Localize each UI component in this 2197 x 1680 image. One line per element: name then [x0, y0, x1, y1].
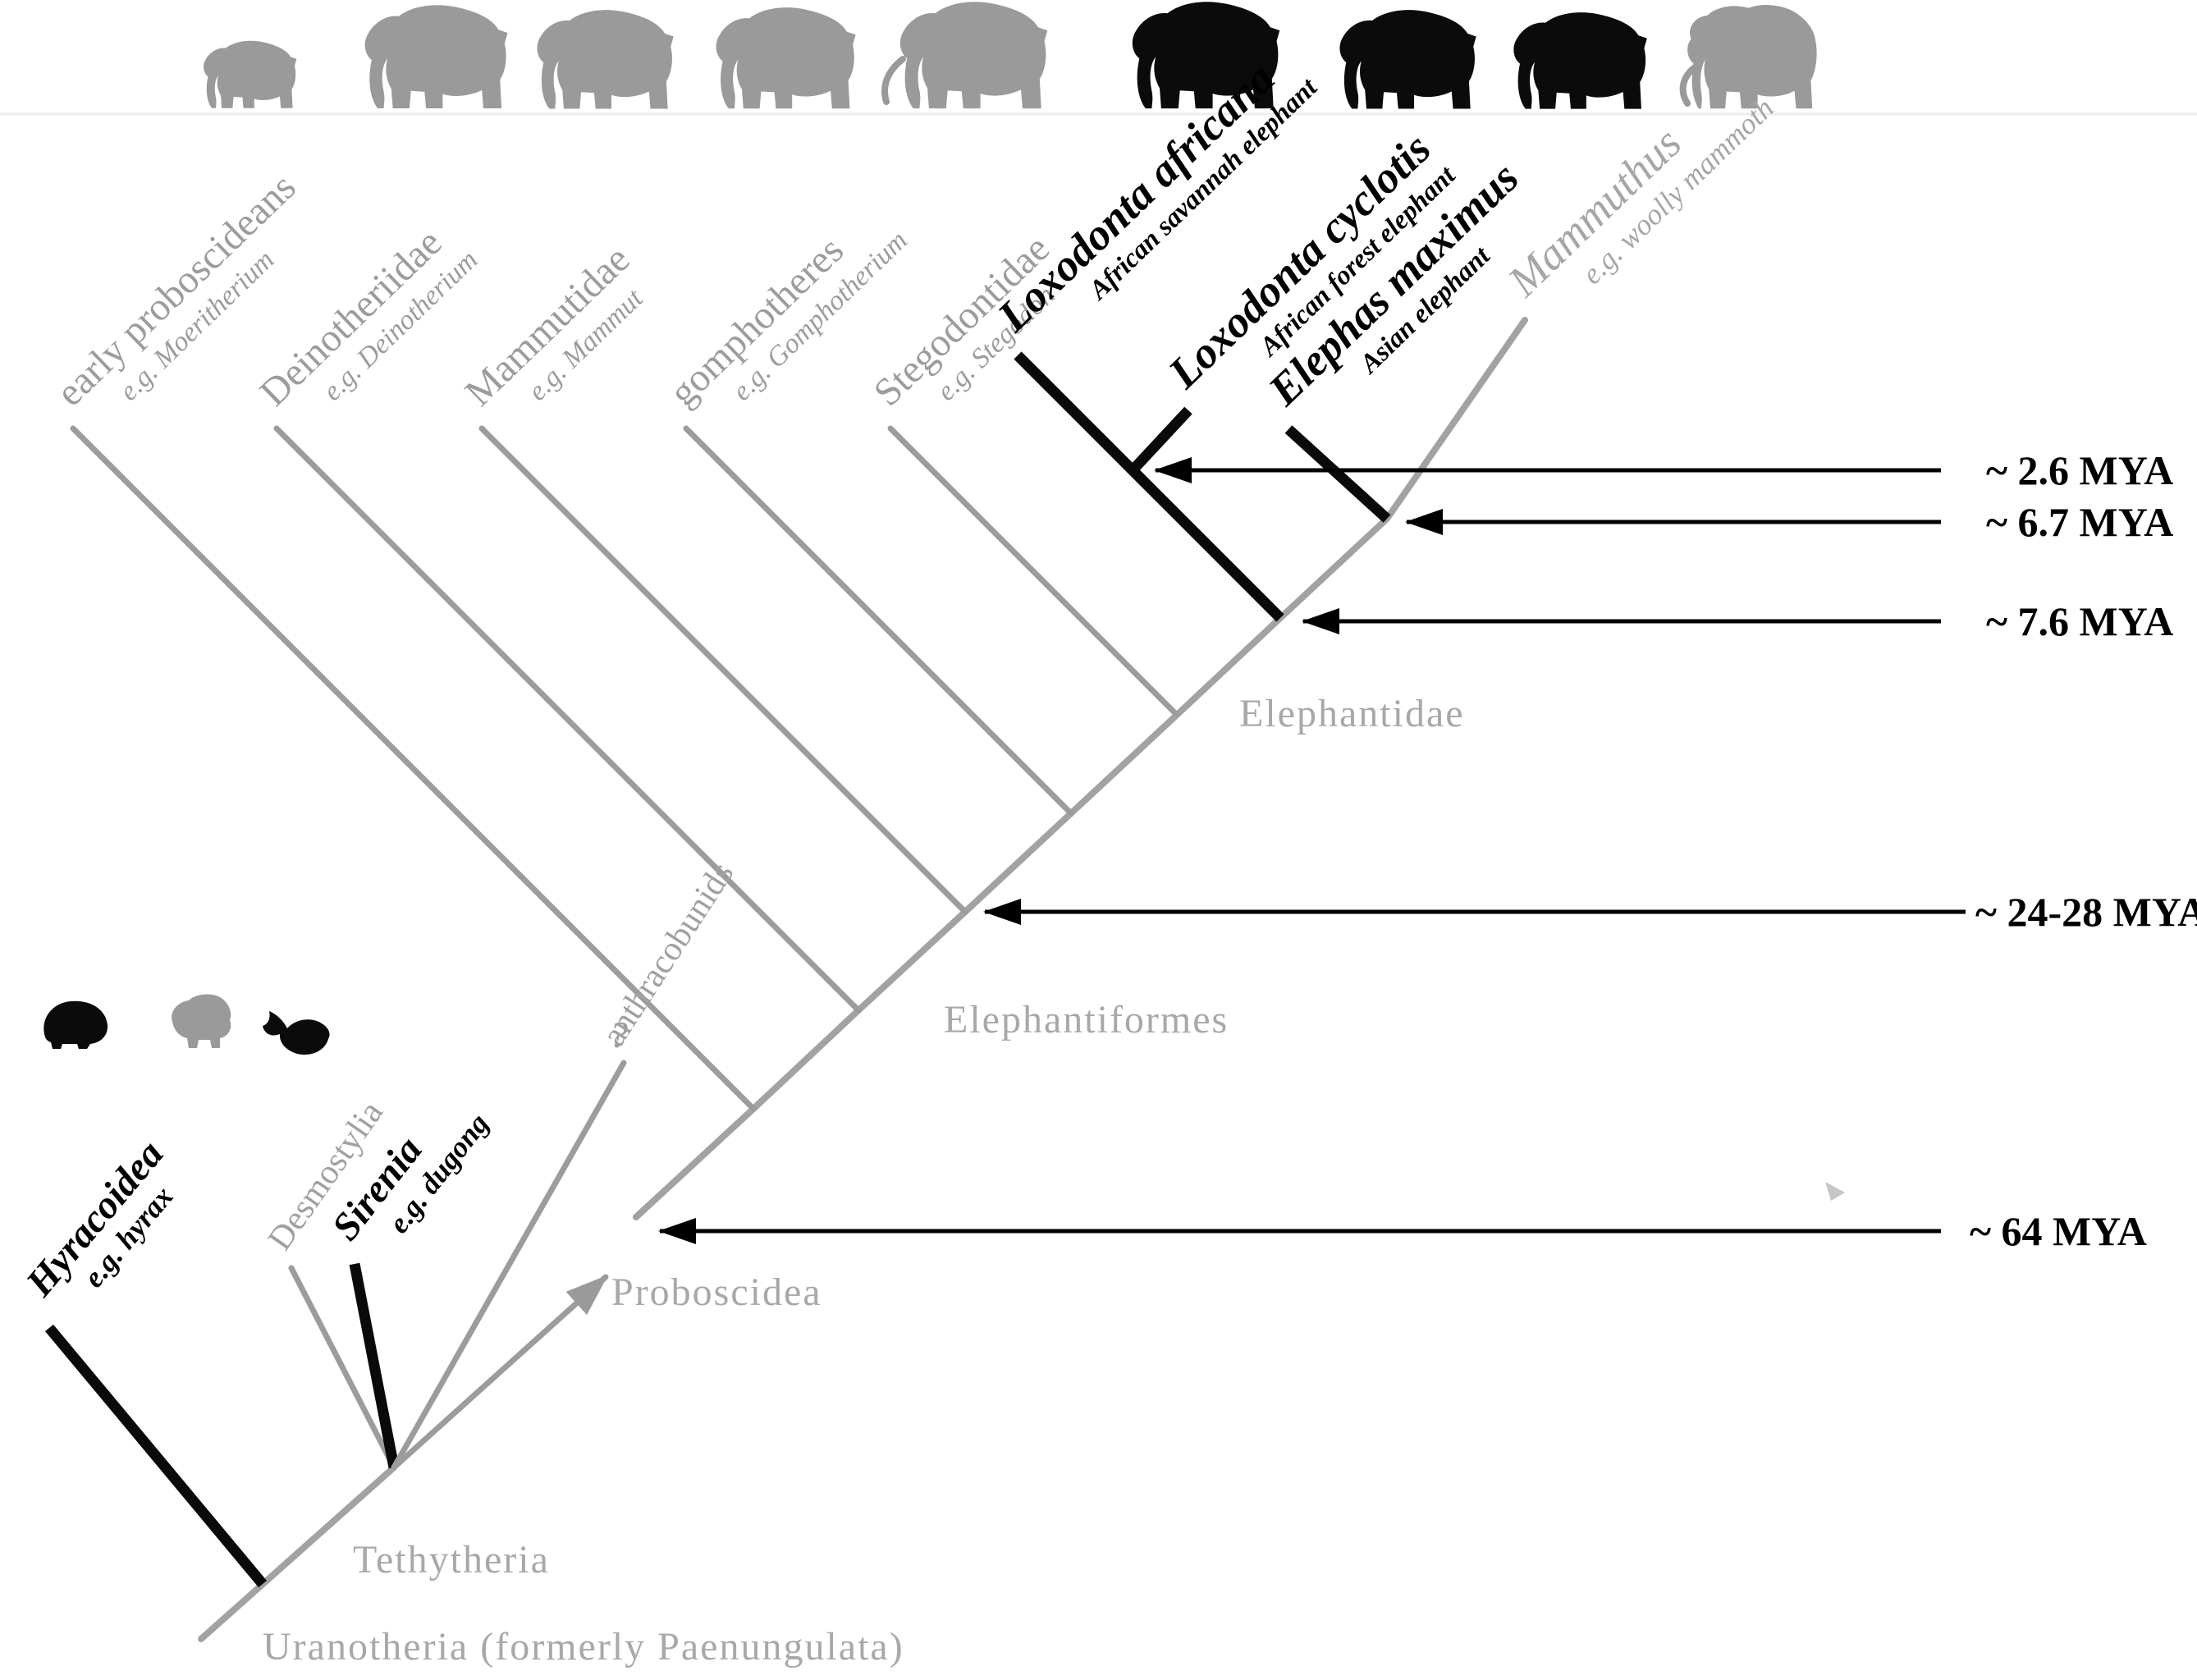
- stray-mark: [1825, 1182, 1845, 1201]
- root-branch: [198, 1464, 397, 1642]
- loxodonta-cyclotis-branch: [1128, 406, 1192, 474]
- early-proboscideans-branch: [70, 425, 757, 1112]
- label-7.6-mya: ~ 7.6 MYA: [1986, 598, 2173, 644]
- label-elephantiformes: Elephantiformes: [944, 998, 1229, 1041]
- tree-lines: [45, 317, 1528, 1642]
- outgroup-block: ? Hyracoidea e.g. hyrax Desmostylia Sire…: [17, 856, 741, 1306]
- label-hyracoidea: Hyracoidea e.g. hyrax: [17, 1133, 180, 1305]
- desmostylian-icon: [172, 994, 231, 1048]
- elephas-branch: [1284, 425, 1391, 523]
- tethytheria-to-proboscidea-arrow: [391, 1274, 609, 1471]
- moeritherium-icon: [204, 40, 297, 108]
- loxodonta-stem-branch: [1014, 351, 1284, 622]
- tip-label-deinotheriidae: Deinotheriidae e.g. Deinotherium: [252, 221, 484, 414]
- label-elephantidae: Elephantidae: [1239, 692, 1465, 735]
- mammutidae-branch: [478, 425, 968, 915]
- gomphotherium-icon: [716, 7, 856, 109]
- anthracobunids-branch: [391, 1060, 627, 1471]
- stegodon-icon: [881, 2, 1048, 109]
- backbone: [633, 317, 1528, 1220]
- label-proboscidea: Proboscidea: [611, 1270, 822, 1314]
- stegodontidae-branch: [887, 425, 1180, 718]
- divergence-arrows: ~ 2.6 MYA ~ 6.7 MYA ~ 7.6 MYA ~ 24-28 MY…: [658, 447, 2197, 1254]
- label-6.7-mya: ~ 6.7 MYA: [1986, 499, 2173, 545]
- hyrax-icon: [43, 1000, 108, 1049]
- clade-labels: Elephantidae Elephantiformes Proboscidea…: [263, 692, 1465, 1669]
- dugong-icon: [263, 1011, 330, 1055]
- silhouette-row: [204, 2, 1817, 109]
- mammut-icon: [537, 10, 674, 109]
- gomphotheres-branch: [683, 425, 1074, 817]
- tip-label-mammutidae: Mammutidae e.g. Mammut: [457, 237, 650, 414]
- label-2.6-mya: ~ 2.6 MYA: [1986, 447, 2173, 493]
- hyracoidea-branch: [45, 1324, 267, 1588]
- label-tethytheria: Tethytheria: [353, 1538, 550, 1582]
- asian-elephant-icon: [1513, 12, 1647, 109]
- sirenia-branch: [349, 1262, 400, 1469]
- desmostylia-branch: [288, 1265, 397, 1471]
- woolly-mammoth-icon: [1679, 5, 1817, 109]
- label-24-28-mya: ~ 24-28 MYA: [1975, 889, 2197, 935]
- deinotheriidae-branch: [273, 425, 862, 1014]
- label-64-mya: ~ 64 MYA: [1970, 1208, 2147, 1254]
- uncertainty-question-mark: ?: [609, 1014, 628, 1055]
- deinotherium-icon: [364, 5, 508, 108]
- label-uranotheria: Uranotheria (formerly Paenungulata): [263, 1625, 904, 1669]
- african-forest-elephant-icon: [1339, 10, 1476, 109]
- tip-label-gomphotheres: gomphotheres e.g. Gomphotherium: [661, 225, 913, 414]
